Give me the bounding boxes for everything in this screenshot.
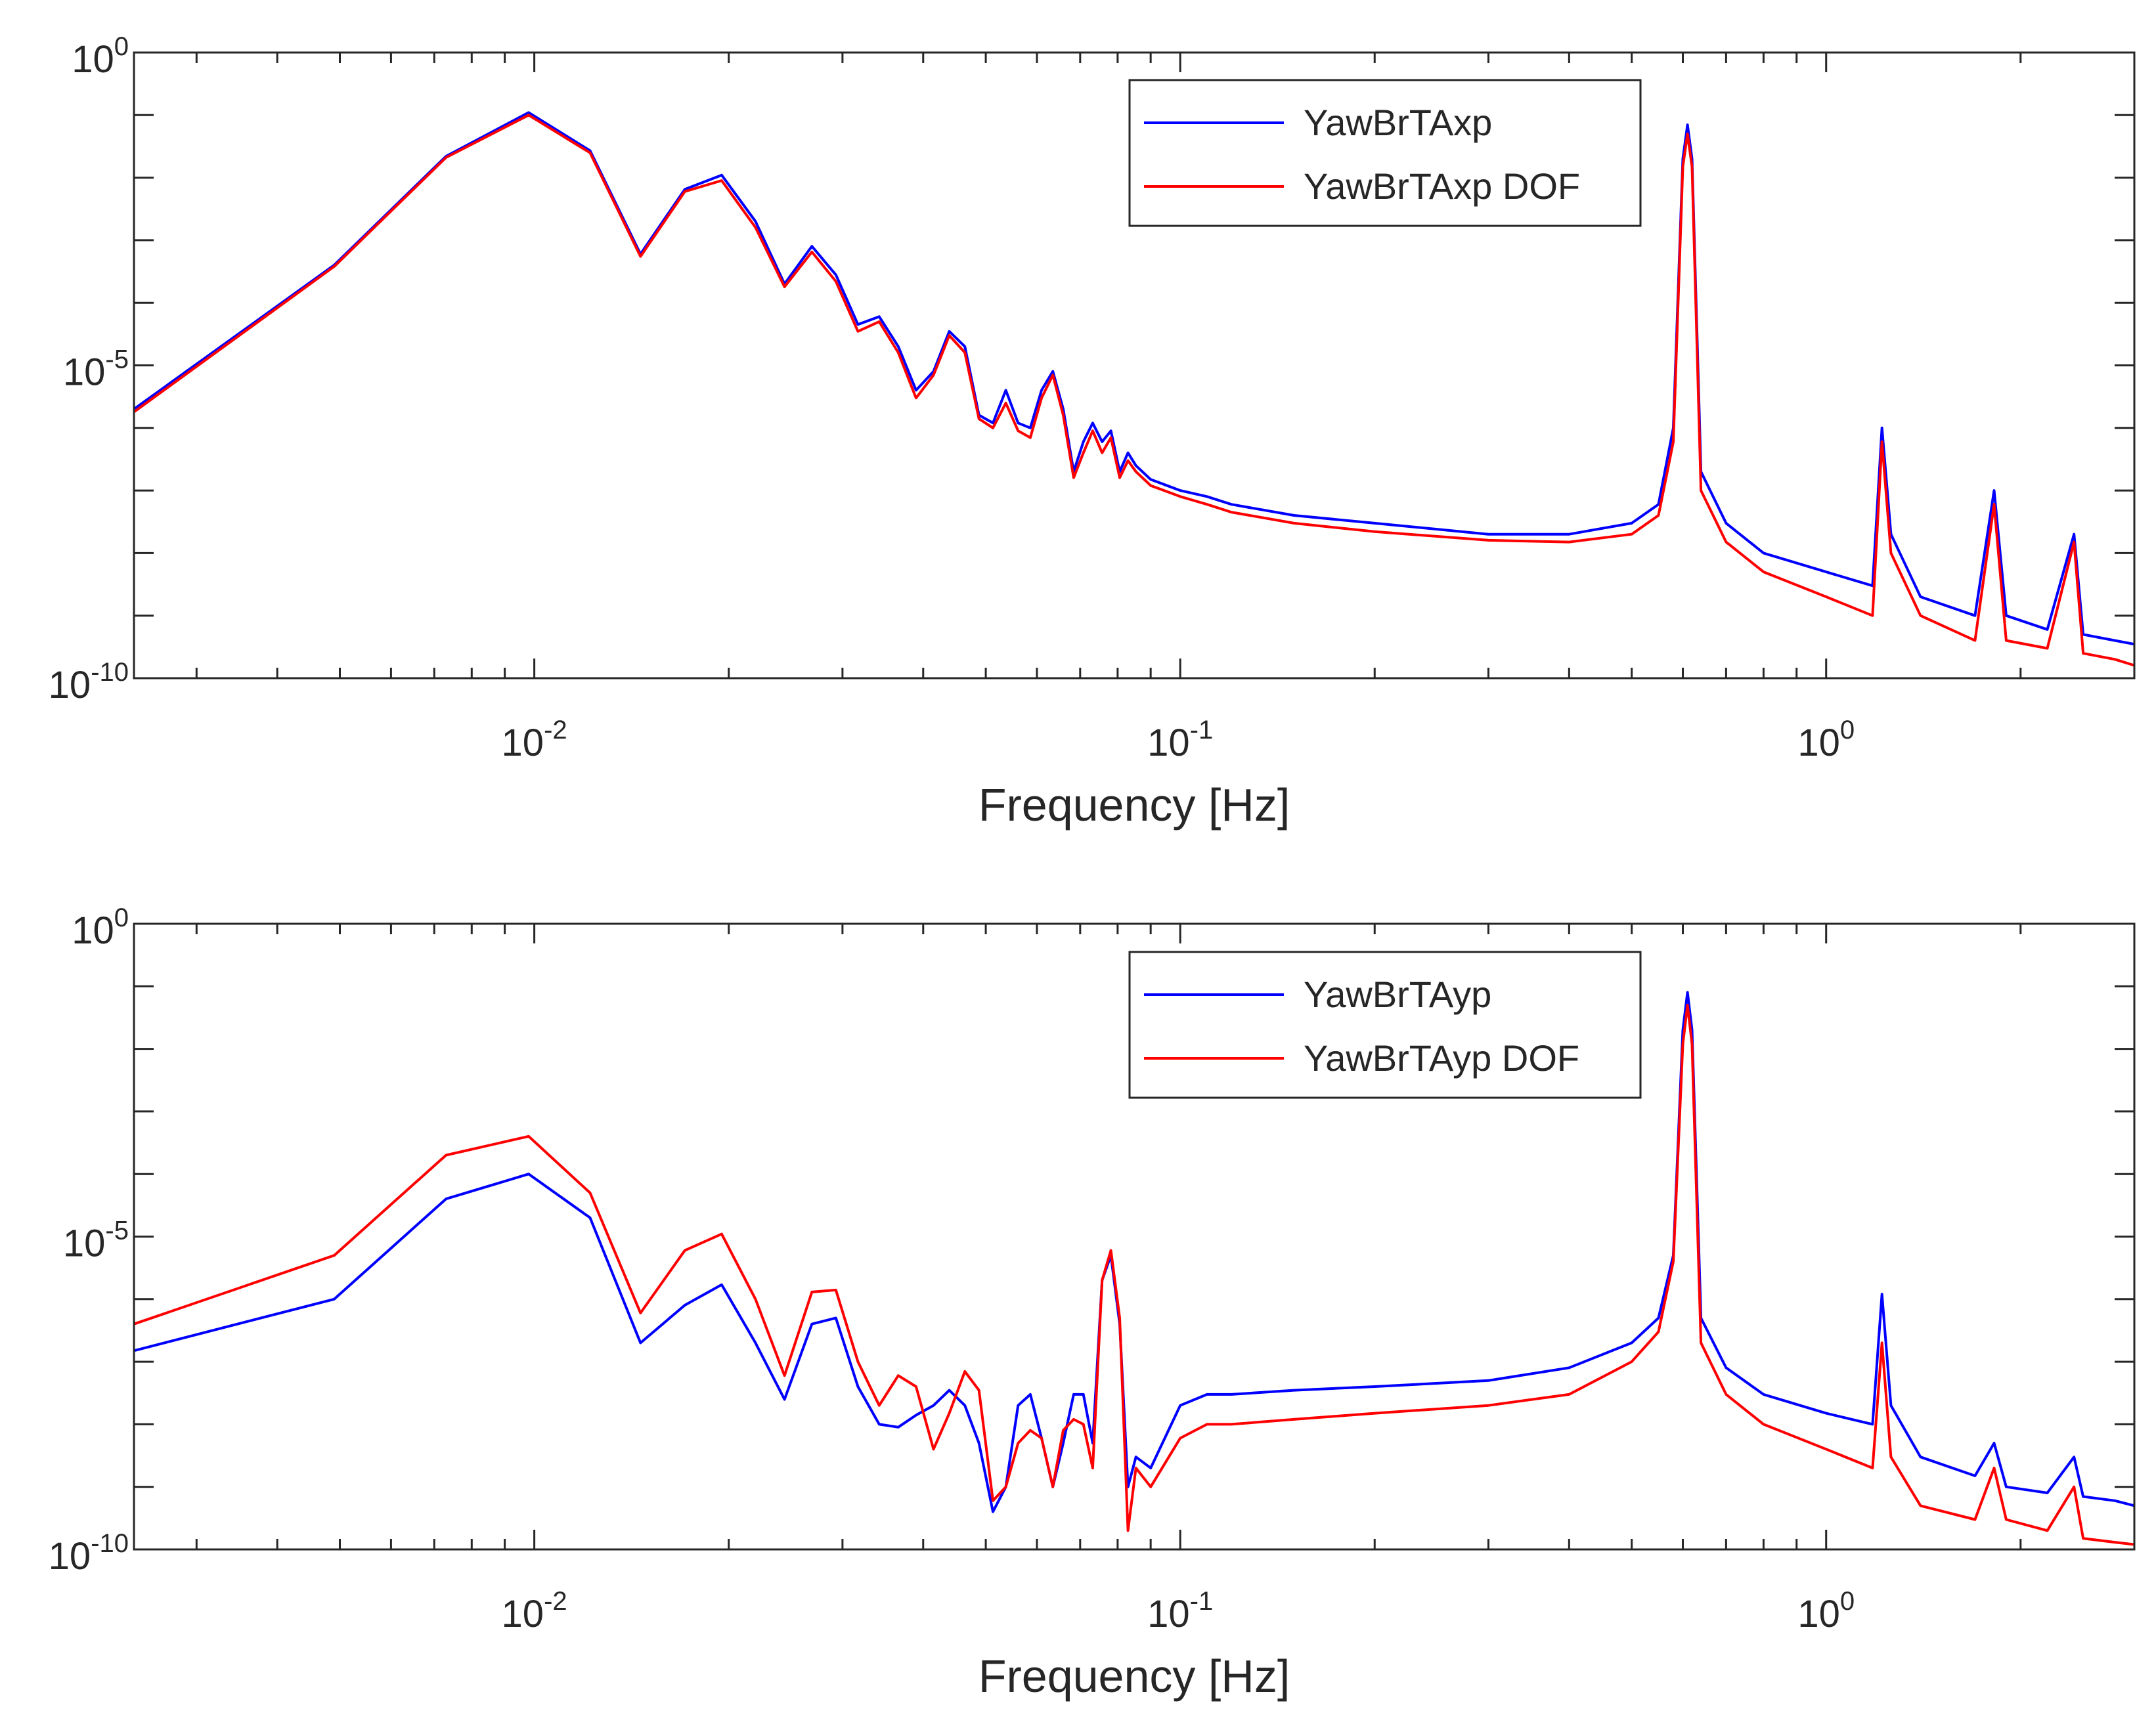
bottom-y-tick-label: 10-10 <box>49 1529 129 1578</box>
top-y-tick-label: 100 <box>72 32 129 81</box>
top-x-tick-label: 10-1 <box>1147 716 1213 764</box>
bottom-legend-label-yawbrtayp: YawBrTAyp <box>1304 974 1491 1015</box>
bottom-x-tick-label: 10-2 <box>502 1587 567 1635</box>
top-x-axis-label: Frequency [Hz] <box>979 779 1290 831</box>
bottom-legend-box <box>1128 951 1642 1099</box>
bottom-x-axis-label: Frequency [Hz] <box>979 1651 1290 1702</box>
bottom-tick-label-layer: 10-2 10-1 100 100 10-5 10-10 <box>49 903 1855 1635</box>
top-y-tick-label: 10-10 <box>49 658 129 706</box>
bottom-legend-label-yawbrtayp-dof: YawBrTAyp DOF <box>1304 1037 1579 1079</box>
bottom-series-line-dof <box>133 1004 2135 1546</box>
bottom-x-tick-label: 10-1 <box>1147 1587 1213 1635</box>
top-x-tick-label: 100 <box>1797 716 1855 764</box>
bottom-x-tick-label: 100 <box>1797 1587 1855 1635</box>
bottom-axes-box <box>133 922 2136 1551</box>
bottom-y-tick-label: 100 <box>72 903 129 952</box>
top-x-tick-label: 10-2 <box>502 716 567 764</box>
top-series-line-dof <box>133 114 2135 667</box>
top-tick-layer <box>134 51 2136 680</box>
bottom-legend: YawBrTAyp YawBrTAyp DOF <box>1128 951 1642 1099</box>
top-legend-label-yawbrtaxp-dof: YawBrTAxp DOF <box>1304 165 1580 207</box>
top-legend-label-yawbrtaxp: YawBrTAxp <box>1304 102 1492 143</box>
top-legend: YawBrTAxp YawBrTAxp DOF <box>1128 79 1642 227</box>
top-series-layer <box>133 111 2135 667</box>
top-legend-box <box>1128 79 1642 227</box>
bottom-y-tick-label: 10-5 <box>63 1217 129 1265</box>
top-axes-box <box>133 51 2136 680</box>
top-y-tick-label: 10-5 <box>63 345 129 394</box>
bottom-series-layer <box>133 991 2135 1546</box>
top-chart-panel: 10-2 10-1 100 100 10-5 10-10 Frequency [Hz] Y… <box>49 32 2136 831</box>
top-tick-label-layer: 10-2 10-1 100 100 10-5 10-10 <box>49 32 1855 764</box>
bottom-chart-panel: 10-2 10-1 100 100 10-5 10-10 Frequency [Hz] Y… <box>49 903 2136 1702</box>
